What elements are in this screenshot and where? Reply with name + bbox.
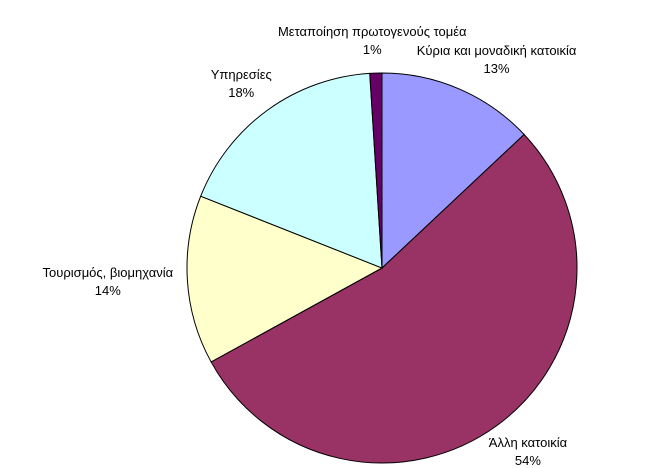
slice-label: Υπηρεσίες 18% (211, 66, 272, 102)
pie-slice (186, 195, 384, 363)
value-label: 13% (483, 60, 510, 76)
slice-label: Τουρισμός, βιομηχανία 14% (43, 264, 174, 300)
value-label: 54% (514, 452, 541, 468)
category-label: Κύρια και μοναδική κατοικία (416, 42, 577, 58)
value-label: 1% (362, 42, 382, 58)
category-label: Μεταποίηση πρωτογενούς τομέα (277, 24, 467, 40)
value-label: 14% (94, 283, 121, 299)
value-label: 18% (228, 85, 255, 101)
category-label: Άλλη κατοικία (488, 434, 568, 450)
pie-slice (381, 72, 525, 270)
slice-label: Κύρια και μοναδική κατοικία 13% (417, 42, 577, 78)
category-label: Υπηρεσίες (210, 67, 272, 83)
slice-label: Άλλη κατοικία 54% (489, 434, 567, 468)
pie-slice (369, 72, 383, 269)
slice-label: Μεταποίηση πρωτογενούς τομέα 1% (278, 23, 467, 59)
pie-slice (210, 133, 578, 464)
pie-slice (200, 72, 383, 269)
category-label: Τουρισμός, βιομηχανία (42, 265, 174, 281)
